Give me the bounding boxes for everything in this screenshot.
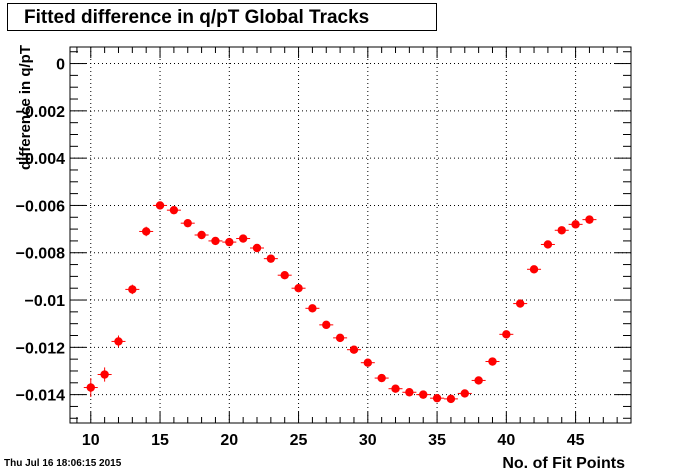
data-point	[349, 345, 359, 354]
chart-title: Fitted difference in q/pT Global Tracks	[24, 7, 370, 28]
data-point	[100, 370, 109, 379]
data-point	[377, 373, 386, 383]
x-axis-label: No. of Fit Points	[502, 455, 625, 472]
data-point	[128, 285, 137, 294]
data-point	[197, 230, 206, 240]
timestamp: Thu Jul 16 18:06:15 2015	[4, 458, 122, 469]
data-point	[432, 393, 442, 403]
data-point	[183, 218, 192, 228]
data-point	[405, 388, 414, 397]
data-point	[557, 226, 566, 235]
y-tick-label: −0.014	[16, 388, 65, 405]
x-tick-label: 45	[567, 432, 585, 449]
grid	[70, 47, 631, 423]
x-tick-label: 35	[428, 432, 446, 449]
data-point	[419, 390, 428, 399]
y-tick-label: −0.006	[16, 198, 65, 215]
data-point	[585, 215, 594, 224]
data-point	[446, 394, 456, 404]
y-axis-label: difference in q/pT	[17, 45, 34, 170]
x-tick-label: 30	[359, 432, 377, 449]
data-point	[308, 304, 317, 313]
data-point	[266, 254, 276, 263]
data-point	[488, 357, 497, 366]
y-tick-label: −0.008	[16, 246, 65, 263]
y-tick-label: −0.004	[16, 151, 65, 168]
chart-title-box: Fitted difference in q/pT Global Tracks	[7, 3, 437, 31]
y-tick-label: −0.012	[16, 340, 65, 357]
x-tick-label: 20	[220, 432, 238, 449]
data-points	[83, 201, 597, 404]
data-point	[252, 243, 262, 253]
data-point	[502, 330, 511, 339]
data-point	[280, 271, 289, 280]
data-point	[543, 240, 553, 249]
x-tick-label: 40	[497, 432, 515, 449]
x-tick-label: 25	[290, 432, 308, 449]
data-point	[460, 389, 469, 398]
x-tick-label: 10	[82, 432, 100, 449]
data-point	[86, 383, 95, 392]
data-point	[141, 227, 151, 236]
data-point	[238, 234, 248, 243]
plot-frame	[69, 46, 632, 424]
data-point	[322, 320, 331, 330]
data-point	[474, 376, 483, 385]
data-point	[529, 265, 539, 274]
data-point	[391, 384, 400, 393]
data-point	[515, 299, 525, 308]
data-point	[169, 205, 179, 215]
y-axis: 0 −0.002 −0.004 −0.006 −0.008 −0.01 −0.012 −0.0…	[16, 51, 631, 419]
data-point	[225, 237, 234, 247]
data-point	[114, 337, 123, 346]
x-tick-label: 15	[151, 432, 169, 449]
data-point	[335, 333, 345, 343]
y-tick-label: 0	[56, 57, 65, 74]
y-tick-label: −0.01	[25, 293, 66, 310]
x-axis: 10 15 20 25 30 35 40 45	[76, 47, 632, 449]
y-tick-label: −0.002	[16, 104, 65, 121]
data-point	[571, 220, 580, 229]
data-point	[363, 358, 373, 367]
data-point	[155, 201, 165, 210]
data-point	[211, 236, 220, 246]
data-point	[294, 284, 303, 293]
